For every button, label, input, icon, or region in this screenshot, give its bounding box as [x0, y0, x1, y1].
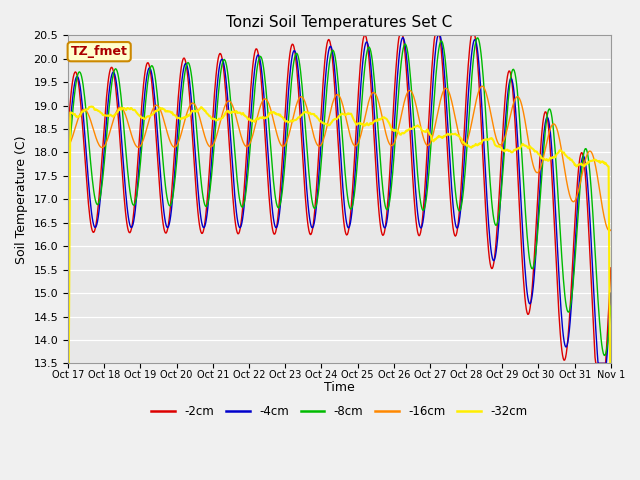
- -4cm: [607, 290, 614, 296]
- X-axis label: Time: Time: [324, 381, 355, 394]
- -16cm: [478, 84, 486, 89]
- -2cm: [214, 60, 221, 65]
- -4cm: [74, 74, 82, 80]
- -8cm: [421, 203, 429, 208]
- Title: Tonzi Soil Temperatures Set C: Tonzi Soil Temperatures Set C: [227, 15, 452, 30]
- -8cm: [601, 353, 609, 359]
- -16cm: [406, 88, 413, 94]
- -8cm: [406, 62, 413, 68]
- -8cm: [130, 203, 138, 208]
- -4cm: [406, 89, 413, 95]
- Line: -32cm: -32cm: [68, 107, 611, 363]
- -2cm: [74, 76, 82, 82]
- -16cm: [74, 117, 82, 122]
- Legend: -2cm, -4cm, -8cm, -16cm, -32cm: -2cm, -4cm, -8cm, -16cm, -32cm: [147, 401, 532, 423]
- -2cm: [130, 210, 138, 216]
- -32cm: [422, 129, 429, 135]
- Text: TZ_fmet: TZ_fmet: [71, 45, 127, 58]
- -8cm: [185, 60, 193, 66]
- -8cm: [64, 161, 72, 167]
- Line: -2cm: -2cm: [68, 36, 611, 363]
- -32cm: [64, 360, 72, 366]
- -4cm: [421, 200, 429, 205]
- -16cm: [130, 138, 138, 144]
- -4cm: [595, 360, 603, 366]
- -2cm: [64, 126, 72, 132]
- -4cm: [214, 79, 221, 85]
- -8cm: [74, 72, 82, 77]
- -32cm: [74, 114, 82, 120]
- -16cm: [421, 140, 429, 145]
- -16cm: [605, 228, 613, 234]
- -2cm: [422, 169, 429, 175]
- -8cm: [474, 35, 481, 41]
- -2cm: [607, 265, 614, 271]
- -2cm: [592, 360, 600, 366]
- -2cm: [406, 129, 414, 134]
- Line: -4cm: -4cm: [68, 36, 611, 363]
- -4cm: [64, 150, 72, 156]
- -16cm: [185, 105, 193, 110]
- -16cm: [607, 227, 614, 233]
- -32cm: [406, 126, 414, 132]
- -32cm: [607, 360, 614, 366]
- -32cm: [214, 117, 222, 122]
- -32cm: [131, 107, 138, 113]
- -2cm: [361, 33, 369, 38]
- -4cm: [185, 72, 193, 78]
- -4cm: [130, 218, 138, 224]
- -8cm: [214, 100, 221, 106]
- -2cm: [185, 84, 193, 90]
- Y-axis label: Soil Temperature (C): Soil Temperature (C): [15, 135, 28, 264]
- -16cm: [64, 144, 72, 149]
- -32cm: [186, 112, 193, 118]
- -32cm: [88, 104, 95, 109]
- Line: -8cm: -8cm: [68, 38, 611, 356]
- -8cm: [607, 303, 614, 309]
- -4cm: [434, 33, 442, 38]
- Line: -16cm: -16cm: [68, 86, 611, 231]
- -16cm: [214, 130, 221, 135]
